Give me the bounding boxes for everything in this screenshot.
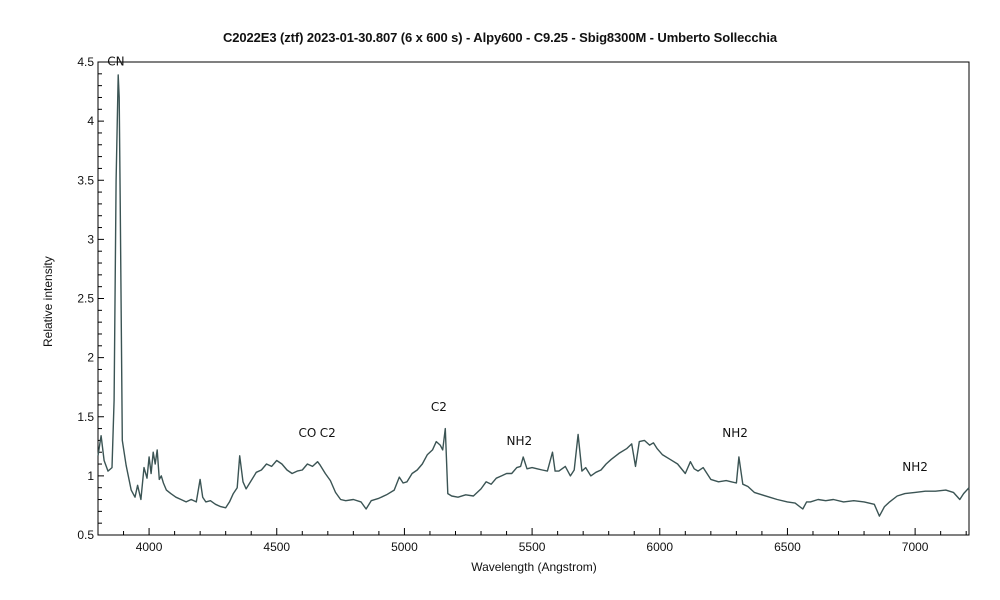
y-tick-label: 3.5 [77, 173, 94, 187]
plot-frame [97, 61, 970, 536]
y-tick-label: 1.5 [77, 410, 94, 424]
y-tick-label: 0.5 [77, 528, 94, 542]
annotation-label: C2 [431, 400, 447, 414]
annotations: CN CO C2 C2 NH2 NH2 NH2 [107, 55, 928, 475]
spectrum-line [97, 74, 970, 517]
y-axis-label: Relative intensity [41, 256, 55, 347]
annotation-label: C2 [320, 426, 336, 440]
x-tick-label: 6500 [774, 540, 801, 554]
annotation-label: NH2 [722, 426, 748, 440]
y-tick-label: 2 [87, 351, 94, 365]
annotation-label: NH2 [507, 434, 533, 448]
x-tick-label: 4000 [136, 540, 163, 554]
annotation-label: CO [298, 426, 316, 440]
x-tick-label: 4500 [263, 540, 290, 554]
x-tick-label: 5000 [391, 540, 418, 554]
annotation-label: NH2 [902, 460, 928, 474]
chart-title: C2022E3 (ztf) 2023-01-30.807 (6 x 600 s)… [223, 30, 777, 45]
annotation-label: CN [107, 55, 124, 69]
x-tick-label: 7000 [902, 540, 929, 554]
x-tick-label: 5500 [519, 540, 546, 554]
y-tick-label: 1 [87, 469, 94, 483]
y-tick-label: 4 [87, 114, 94, 128]
y-tick-label: 2.5 [77, 292, 94, 306]
x-axis-label: Wavelength (Angstrom) [471, 560, 597, 574]
y-tick-label: 4.5 [77, 55, 94, 69]
x-tick-label: 6000 [646, 540, 673, 554]
axes: 0.5 1 1.5 2 2.5 3 3.5 4 4.5 4000 4500 5000 5500 6000 6… [77, 55, 970, 554]
y-tick-label: 3 [87, 232, 94, 246]
